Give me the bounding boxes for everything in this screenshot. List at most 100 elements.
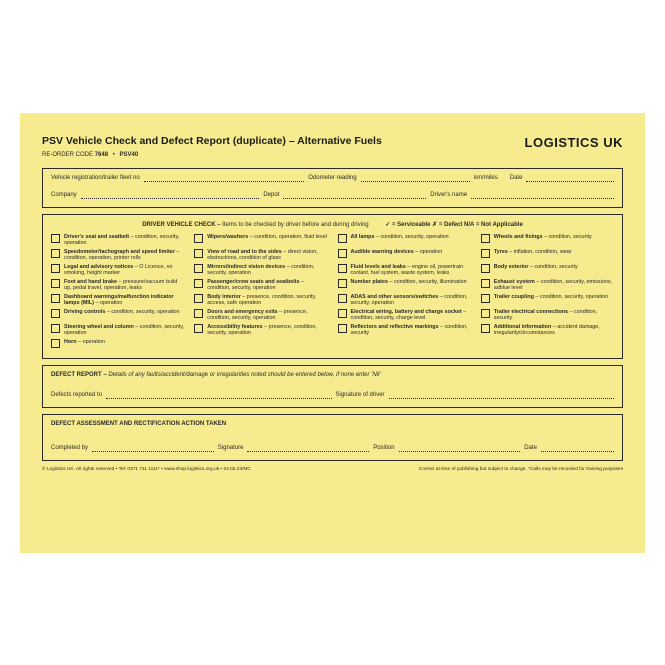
position-label: Position: [373, 445, 394, 452]
defects-reported-input[interactable]: [106, 392, 331, 399]
driver-input[interactable]: [471, 192, 614, 199]
company-input[interactable]: [81, 192, 260, 199]
checkbox[interactable]: [194, 249, 203, 258]
driver-signature-label: Signature of driver: [336, 392, 385, 399]
check-item: Electrical wiring, battery and charge so…: [338, 309, 471, 324]
check-item-text: Fluid levels and leaks – engine oil, pow…: [351, 264, 471, 278]
checkbox[interactable]: [481, 264, 490, 273]
check-item: Legal and advisory notices – O Licence, …: [51, 264, 184, 279]
check-item-text: Accessibility features – presence, condi…: [207, 324, 327, 338]
reorder-line: RE-ORDER CODE 7648 • PSV40: [42, 152, 623, 158]
check-column: Wipers/washers – condition, operation, f…: [194, 234, 327, 354]
check-item: Additional information – accident damage…: [481, 324, 614, 339]
checkbox[interactable]: [481, 324, 490, 333]
checkbox[interactable]: [51, 309, 60, 318]
footer-left: © Logistics UK. All rights reserved • Te…: [42, 467, 251, 472]
checkbox[interactable]: [481, 279, 490, 288]
checkbox[interactable]: [194, 264, 203, 273]
check-item: Driver's seat and seatbelt – condition, …: [51, 234, 184, 249]
check-item-text: Tyres – inflation, condition, wear: [494, 249, 572, 256]
top-fields-box: Vehicle registration/trailer fleet no Od…: [42, 168, 623, 208]
checkbox[interactable]: [338, 294, 347, 303]
checkbox[interactable]: [338, 264, 347, 273]
checkbox[interactable]: [338, 249, 347, 258]
check-item: Trailer electrical connections – conditi…: [481, 309, 614, 324]
header: PSV Vehicle Check and Defect Report (dup…: [42, 135, 623, 150]
date-label: Date: [510, 175, 523, 182]
checkbox[interactable]: [51, 279, 60, 288]
check-item-text: Dashboard warnings/malfunction indicator…: [64, 294, 184, 308]
checkbox[interactable]: [194, 234, 203, 243]
check-box: DRIVER VEHICLE CHECK – Items to be check…: [42, 214, 623, 359]
check-item: Reflectors and reflective markings – con…: [338, 324, 471, 339]
checkbox[interactable]: [194, 324, 203, 333]
check-item: Driving controls – condition, security, …: [51, 309, 184, 324]
checkbox[interactable]: [194, 309, 203, 318]
checkbox[interactable]: [338, 279, 347, 288]
check-item-text: View of road and to the sides – direct v…: [207, 249, 327, 263]
vehicle-reg-label: Vehicle registration/trailer fleet no: [51, 175, 140, 182]
completed-by-label: Completed by: [51, 445, 88, 452]
check-grid: Driver's seat and seatbelt – condition, …: [51, 234, 614, 354]
check-item-text: Trailer coupling – condition, security, …: [494, 294, 608, 301]
check-item: Steering wheel and column – condition, s…: [51, 324, 184, 339]
checkbox[interactable]: [338, 324, 347, 333]
checkbox[interactable]: [51, 339, 60, 348]
defects-reported-label: Defects reported to: [51, 392, 102, 399]
check-item-text: Wheels and fixings – condition, security: [494, 234, 592, 241]
check-item-text: Body exterior – condition, security: [494, 264, 578, 271]
vehicle-reg-input[interactable]: [144, 175, 305, 182]
checkbox[interactable]: [194, 279, 203, 288]
completed-by-input[interactable]: [92, 445, 214, 452]
check-item-text: Steering wheel and column – condition, s…: [64, 324, 184, 338]
depot-input[interactable]: [283, 192, 426, 199]
check-item-text: Reflectors and reflective markings – con…: [351, 324, 471, 338]
depot-label: Depot: [263, 192, 279, 199]
checkbox[interactable]: [481, 309, 490, 318]
rect-date-input[interactable]: [541, 445, 614, 452]
checkbox[interactable]: [51, 324, 60, 333]
check-item-text: Additional information – accident damage…: [494, 324, 614, 338]
form-title: PSV Vehicle Check and Defect Report (dup…: [42, 135, 382, 147]
checkbox[interactable]: [338, 309, 347, 318]
check-item: All lamps – condition, security, operati…: [338, 234, 471, 249]
check-item: Accessibility features – presence, condi…: [194, 324, 327, 339]
check-item-text: Driving controls – condition, security, …: [64, 309, 180, 316]
checkbox[interactable]: [194, 294, 203, 303]
checkbox[interactable]: [481, 249, 490, 258]
defect-report-title: DEFECT REPORT – Details of any faults/ac…: [51, 372, 614, 378]
check-item: Passenger/crew seats and seatbelts – con…: [194, 279, 327, 294]
odometer-input[interactable]: [361, 175, 470, 182]
checkbox[interactable]: [481, 234, 490, 243]
checkbox[interactable]: [51, 294, 60, 303]
check-item-text: Wipers/washers – condition, operation, f…: [207, 234, 327, 241]
check-item-text: Legal and advisory notices – O Licence, …: [64, 264, 184, 278]
check-item: Mirrors/indirect vision devices – condit…: [194, 264, 327, 279]
rect-signature-input[interactable]: [247, 445, 369, 452]
check-column: Driver's seat and seatbelt – condition, …: [51, 234, 184, 354]
check-column: All lamps – condition, security, operati…: [338, 234, 471, 354]
check-item: Speedometer/tachograph and speed limiter…: [51, 249, 184, 264]
checkbox[interactable]: [51, 264, 60, 273]
rect-date-label: Date: [524, 445, 537, 452]
rect-signature-label: Signature: [218, 445, 244, 452]
check-item: Exhaust system – condition, security, em…: [481, 279, 614, 294]
checkbox[interactable]: [51, 249, 60, 258]
check-item-text: Passenger/crew seats and seatbelts – con…: [207, 279, 327, 293]
check-item-text: Body interior – presence, condition, sec…: [207, 294, 327, 308]
check-item-text: Speedometer/tachograph and speed limiter…: [64, 249, 184, 263]
position-input[interactable]: [399, 445, 521, 452]
checkbox[interactable]: [481, 294, 490, 303]
footer-right: Correct at time of publishing but subjec…: [419, 467, 623, 472]
checkbox[interactable]: [338, 234, 347, 243]
check-item: Tyres – inflation, condition, wear: [481, 249, 614, 264]
check-item-text: Foot and hand brake – pressure/vacuum bu…: [64, 279, 184, 293]
check-item-text: All lamps – condition, security, operati…: [351, 234, 449, 241]
check-item-text: Horn – operation: [64, 339, 105, 346]
check-item-text: Audible warning devices – operation: [351, 249, 443, 256]
check-item-text: Doors and emergency exits – presence, co…: [207, 309, 327, 323]
check-item: Fluid levels and leaks – engine oil, pow…: [338, 264, 471, 279]
date-input[interactable]: [526, 175, 614, 182]
driver-signature-input[interactable]: [389, 392, 614, 399]
checkbox[interactable]: [51, 234, 60, 243]
